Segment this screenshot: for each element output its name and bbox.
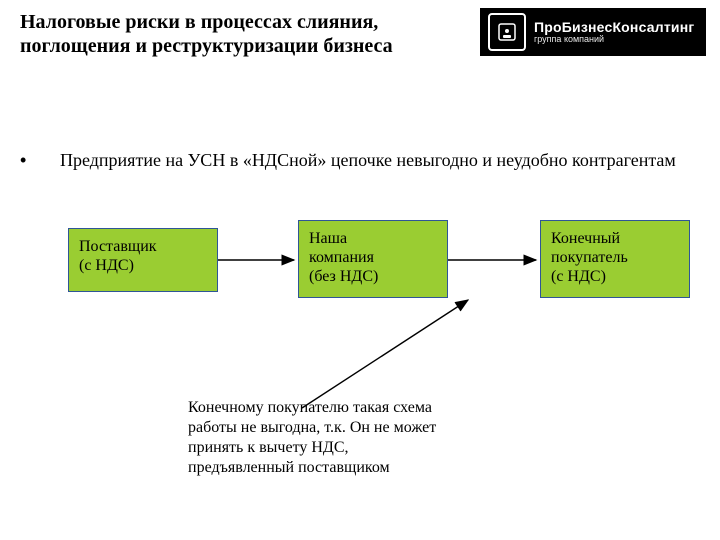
logo-line1: ПроБизнесКонсалтинг bbox=[534, 20, 694, 35]
arrow-note-to-buyer bbox=[302, 300, 468, 408]
logo-text: ПроБизнесКонсалтинг группа компаний bbox=[534, 20, 694, 44]
bullet-marker: • bbox=[20, 150, 60, 171]
box-our-company-label: Нашакомпания(без НДС) bbox=[309, 229, 378, 287]
bullet-text: Предприятие на УСН в «НДСной» цепочке не… bbox=[60, 150, 680, 171]
logo-line2: группа компаний bbox=[534, 35, 694, 44]
logo-icon bbox=[488, 13, 526, 51]
footnote: Конечному покупателю такая схема работы … bbox=[188, 398, 458, 478]
box-supplier-label: Поставщик(с НДС) bbox=[79, 237, 157, 275]
box-supplier: Поставщик(с НДС) bbox=[68, 228, 218, 292]
slide-title: Налоговые риски в процессах слияния, пог… bbox=[20, 10, 440, 58]
brand-logo: ПроБизнесКонсалтинг группа компаний bbox=[480, 8, 706, 56]
box-buyer-label: Конечныйпокупатель(с НДС) bbox=[551, 229, 628, 287]
bullet-item: • Предприятие на УСН в «НДСной» цепочке … bbox=[20, 150, 680, 171]
box-our-company: Нашакомпания(без НДС) bbox=[298, 220, 448, 298]
box-buyer: Конечныйпокупатель(с НДС) bbox=[540, 220, 690, 298]
